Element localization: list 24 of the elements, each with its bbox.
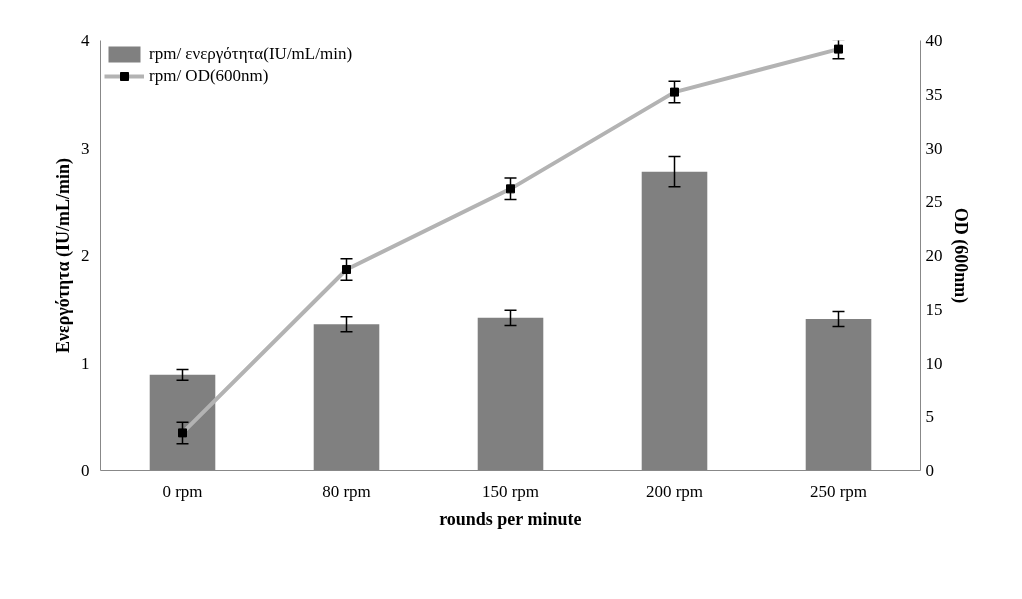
y2-axis-title: OD (600nm): [949, 207, 971, 304]
y2-tick-label: 25: [925, 192, 943, 212]
x-tick-label: 250 rpm: [809, 481, 868, 501]
y-tick-label: 0: [81, 461, 90, 480]
legend-label: rpm/ OD(600nm): [149, 66, 269, 86]
y2-tick-label: 0: [925, 461, 934, 480]
y-tick-label: 2: [81, 246, 90, 265]
y-axis-title: Ενεργότητα (IU/mL/min): [53, 157, 74, 354]
x-tick-label: 80 rpm: [322, 481, 371, 501]
y2-tick-label: 15: [925, 299, 943, 319]
legend-label: rpm/ ενεργότητα(IU/mL/min): [149, 44, 353, 64]
y-tick-label: 1: [81, 353, 90, 373]
y2-tick-label: 35: [925, 84, 943, 104]
y2-tick-label: 40: [925, 31, 943, 50]
y2-tick-label: 10: [925, 353, 943, 373]
x-tick-label: 200 rpm: [645, 481, 704, 501]
y-tick-label: 4: [81, 31, 90, 50]
y2-tick-label: 30: [925, 138, 943, 158]
x-tick-label: 0 rpm: [162, 481, 203, 501]
x-tick-label: 150 rpm: [481, 481, 540, 501]
y2-tick-label: 5: [925, 407, 934, 427]
y2-tick-label: 20: [925, 246, 943, 265]
x-axis-title: rounds per minute: [439, 508, 582, 529]
y-tick-label: 3: [81, 138, 90, 158]
